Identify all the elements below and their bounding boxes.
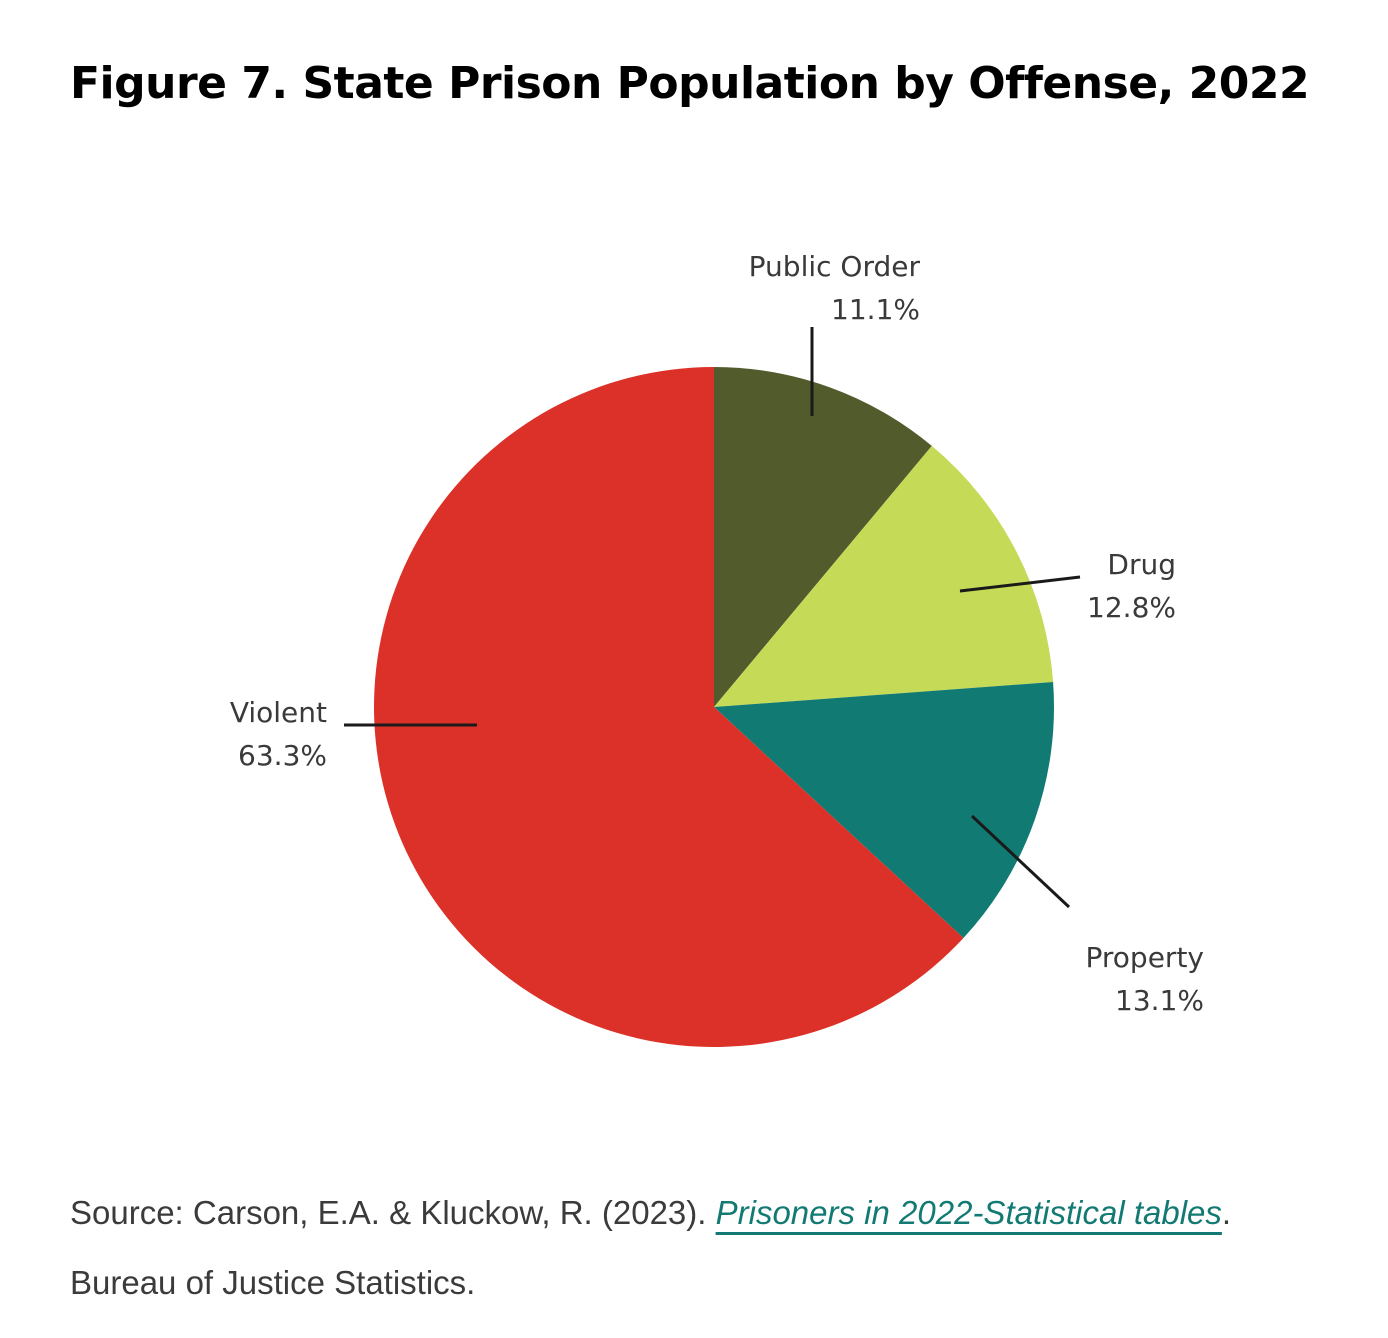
slice-value-public-order: 11.1% <box>831 293 920 326</box>
source-link[interactable]: Prisoners in 2022-Statistical tables <box>715 1194 1222 1231</box>
slice-value-drug: 12.8% <box>1087 591 1176 624</box>
chart-title: Figure 7. State Prison Population by Off… <box>70 58 1310 109</box>
leader-line-property <box>970 814 1071 909</box>
pie-slice-drug <box>714 445 1054 707</box>
slice-value-violent: 63.3% <box>238 739 327 772</box>
leader-line-drug <box>959 575 1081 593</box>
pie-slice-property <box>714 681 1054 939</box>
pie-slice-violent <box>373 367 964 1047</box>
slice-label-drug: Drug <box>1107 548 1176 581</box>
source-suffix: . <box>1221 1194 1232 1231</box>
source-citation: Source: Carson, E.A. & Kluckow, R. (2023… <box>70 1178 1370 1318</box>
slice-label-public-order: Public Order <box>749 250 921 283</box>
source-line-2: Bureau of Justice Statistics. <box>70 1264 476 1301</box>
slice-value-property: 13.1% <box>1115 984 1204 1017</box>
slice-label-property: Property <box>1086 941 1204 974</box>
slice-label-violent: Violent <box>230 696 327 729</box>
pie-slice-public-order <box>714 367 932 707</box>
pie-chart: Public Order 11.1% Drug 12.8% Property 13.1% V… <box>230 250 1204 1047</box>
source-prefix: Source: Carson, E.A. & Kluckow, R. (2023… <box>70 1194 716 1231</box>
